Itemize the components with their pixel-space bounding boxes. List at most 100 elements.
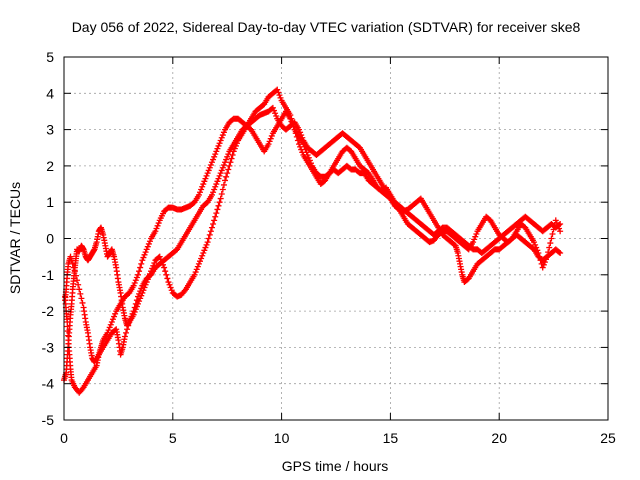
data-point (217, 195, 224, 202)
data-point (287, 115, 294, 122)
data-point (206, 231, 213, 238)
data-point (292, 130, 299, 137)
data-point (210, 189, 217, 196)
data-point (125, 322, 132, 329)
data-point (222, 177, 229, 184)
x-axis-label: GPS time / hours (282, 458, 389, 474)
data-point (531, 239, 538, 246)
data-point (140, 254, 147, 261)
data-point (108, 318, 115, 325)
data-point (294, 137, 301, 144)
data-point (78, 295, 85, 302)
data-point (165, 279, 172, 286)
data-point (550, 226, 557, 233)
data-point (194, 263, 201, 270)
y-tick-label: -2 (42, 303, 55, 319)
data-point (537, 257, 544, 264)
data-point (138, 260, 145, 267)
data-point (106, 324, 113, 331)
data-point (213, 210, 220, 217)
data-point (471, 236, 478, 243)
data-point (134, 271, 141, 278)
data-point (214, 206, 221, 213)
data-point (556, 225, 563, 232)
data-point (154, 222, 161, 229)
data-point (166, 281, 173, 288)
data-point (124, 326, 131, 333)
data-point (210, 156, 217, 163)
data-point (76, 286, 83, 293)
data-point (195, 191, 202, 198)
data-point (546, 244, 553, 251)
series-track-b (61, 104, 564, 384)
data-point (132, 277, 139, 284)
x-tick-label: 15 (383, 430, 399, 446)
data-point (130, 308, 137, 315)
data-point (109, 316, 116, 323)
data-point (208, 191, 215, 198)
data-point (207, 228, 214, 235)
data-point (268, 132, 275, 139)
y-tick-label: 2 (46, 158, 54, 174)
x-tick-label: 20 (491, 430, 507, 446)
data-point (267, 135, 274, 142)
data-point (137, 264, 144, 271)
data-point (167, 284, 174, 291)
data-point (68, 257, 75, 264)
data-point (208, 224, 215, 231)
data-point (272, 110, 279, 117)
data-point (202, 175, 209, 182)
data-point (105, 327, 112, 334)
y-tick-labels: -5 -4 -3 -2 -1 0 1 2 3 4 5 (42, 49, 55, 428)
data-point (203, 172, 210, 179)
data-point (121, 333, 128, 340)
data-point (198, 255, 205, 262)
data-point (216, 140, 223, 147)
data-point (218, 167, 225, 174)
data-point (126, 318, 133, 325)
x-tick-label: 10 (274, 430, 290, 446)
data-point (218, 191, 225, 198)
data-point (123, 329, 130, 336)
data-point (163, 271, 170, 278)
data-point (219, 132, 226, 139)
data-point (288, 118, 295, 125)
data-point (134, 293, 141, 300)
data-point (144, 243, 151, 250)
x-tick-labels: 0 5 10 15 20 25 (60, 430, 616, 446)
data-point (131, 304, 138, 311)
y-tick-label: 3 (46, 122, 54, 138)
data-point (136, 290, 143, 297)
data-point (299, 149, 306, 156)
data-point (129, 310, 136, 317)
data-point (547, 240, 554, 247)
data-point (205, 167, 212, 174)
data-point (72, 272, 79, 279)
y-tick-label: 0 (46, 231, 54, 247)
data-point (470, 239, 477, 246)
data-point (128, 313, 135, 320)
y-axis-label: SDTVAR / TECUs (7, 182, 23, 294)
data-point (218, 134, 225, 141)
data-point (213, 148, 220, 155)
data-point (557, 250, 564, 257)
data-point (298, 146, 305, 153)
data-point (534, 247, 541, 254)
data-point (203, 241, 210, 248)
y-tick-label: 1 (46, 194, 54, 210)
data-point (542, 256, 549, 263)
data-point (545, 249, 552, 256)
data-point (155, 220, 162, 227)
data-point (168, 287, 175, 294)
data-point (540, 261, 547, 268)
data-point (198, 186, 205, 193)
data-point (269, 104, 276, 111)
data-point (224, 153, 231, 160)
data-point (153, 225, 160, 232)
data-point (211, 186, 218, 193)
data-point (552, 217, 559, 224)
data-point (533, 244, 540, 251)
data-point (145, 240, 152, 247)
data-point (539, 264, 546, 271)
data-point (215, 142, 222, 149)
